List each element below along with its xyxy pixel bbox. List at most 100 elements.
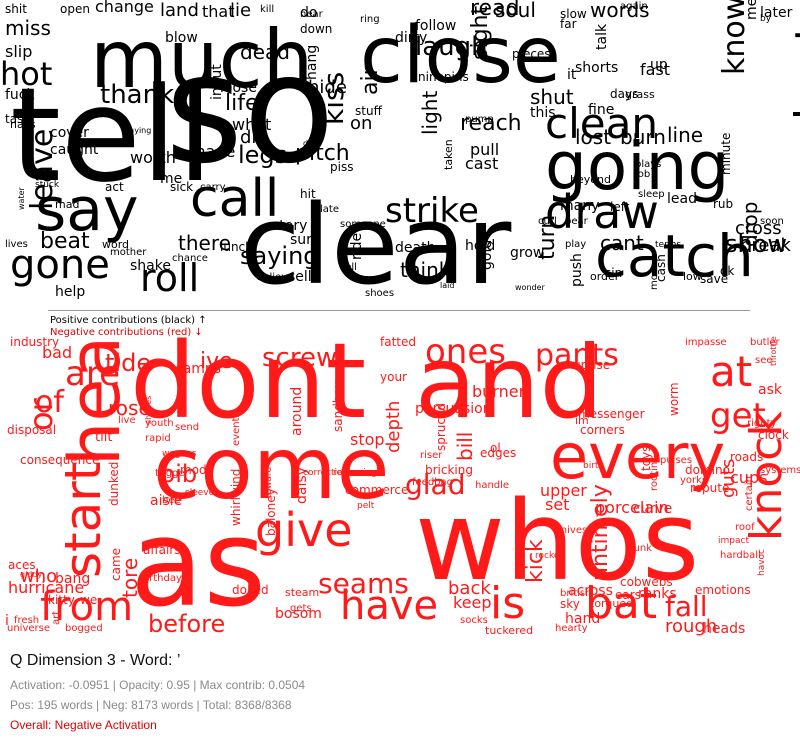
negative-word: bricking — [425, 463, 473, 477]
positive-word: near — [300, 9, 323, 20]
negative-word: we — [80, 593, 98, 607]
negative-word: ranks — [638, 586, 677, 602]
positive-word: ring — [360, 14, 380, 25]
negative-word: riser — [420, 450, 443, 461]
negative-word: pants — [535, 338, 619, 373]
negative-word: havoc — [757, 549, 767, 576]
positive-word: task — [5, 112, 31, 126]
positive-word: up — [650, 57, 668, 73]
positive-word: slip — [5, 42, 33, 61]
negative-word: camps — [175, 361, 222, 377]
positive-word: shit — [5, 2, 27, 16]
negative-word: i — [5, 613, 9, 629]
negative-word: industry — [10, 336, 60, 349]
negative-word: set — [545, 495, 570, 514]
negative-word: rocker — [535, 551, 564, 561]
positive-word: that — [202, 2, 235, 21]
negative-word: giddy — [20, 570, 43, 579]
negative-word: aisle — [150, 493, 183, 509]
positive-word: minute — [719, 132, 733, 175]
positive-word: break — [740, 235, 791, 256]
positive-legend: Positive contributions (black) ↑ — [50, 315, 207, 326]
negative-word: clock — [758, 428, 789, 442]
positive-word: so — [165, 23, 335, 197]
positive-word: shake — [130, 258, 171, 274]
negative-word: rose — [108, 396, 151, 420]
negative-word: cups — [730, 468, 768, 487]
positive-word: date — [303, 139, 322, 148]
negative-word: righty — [747, 418, 777, 429]
positive-word: terms — [655, 240, 682, 250]
negative-word: mod — [180, 463, 207, 477]
positive-word: low — [683, 270, 702, 283]
positive-word: laid — [440, 281, 455, 290]
positive-word: beyond — [570, 173, 611, 186]
positive-word: thanks — [100, 80, 188, 110]
negative-word: pelt — [357, 501, 375, 511]
negative-word: stop — [350, 430, 385, 449]
positive-word: inout — [209, 64, 225, 100]
negative-word: from — [40, 584, 134, 630]
negative-word: gets — [290, 603, 312, 614]
positive-word: gold — [479, 239, 495, 270]
negative-word: fresh — [14, 615, 40, 626]
negative-word: heads — [703, 621, 746, 637]
negative-word: edges — [480, 446, 517, 460]
positive-word: open — [60, 2, 90, 16]
positive-word: sin — [605, 266, 623, 280]
negative-word: ask — [758, 382, 782, 398]
positive-word: me — [160, 171, 183, 187]
positive-word: ride — [349, 232, 365, 260]
positive-word: bust — [786, 24, 800, 120]
negative-word: disposal — [7, 423, 57, 437]
negative-word: rootin — [649, 461, 660, 491]
negative-word: burner — [472, 382, 526, 401]
positive-word: do — [300, 5, 318, 21]
positive-word: word — [102, 238, 130, 251]
negative-word: youth — [145, 418, 174, 429]
negative-word: art — [51, 610, 62, 625]
positive-word: pull — [470, 140, 500, 159]
positive-word: stuff — [355, 104, 382, 118]
positive-word: playing — [122, 126, 152, 135]
negative-word: roof — [735, 522, 755, 533]
word-counts: Pos: 195 words | Neg: 8173 words | Total… — [10, 698, 292, 712]
positive-word: lost — [575, 125, 612, 149]
negative-word: upper — [540, 481, 587, 500]
positive-word-cloud: so tell clear much close going say catch call gon… — [0, 0, 800, 300]
negative-word: give — [255, 503, 353, 557]
positive-word: taken — [442, 139, 455, 170]
negative-word: persuasion — [415, 401, 492, 417]
negative-word: shapes — [144, 395, 153, 424]
positive-word: hit — [300, 187, 316, 201]
positive-word: caught — [50, 142, 99, 158]
negative-word: whirlwind — [229, 468, 243, 526]
positive-word: hold — [465, 238, 496, 254]
positive-word: act — [105, 180, 124, 194]
positive-word: change — [95, 0, 154, 16]
negative-word: glad — [405, 468, 466, 501]
positive-word: stuck — [35, 180, 60, 190]
negative-word: fall — [665, 590, 708, 623]
negative-word: send — [175, 422, 200, 433]
positive-word: sight — [468, 5, 493, 60]
negative-word: who — [20, 566, 58, 587]
positive-word: hang — [304, 44, 320, 80]
negative-word: have — [340, 583, 439, 629]
positive-word: lead — [667, 191, 697, 207]
positive-word: piss — [330, 160, 354, 174]
positive-word: roll — [140, 256, 200, 300]
negative-word: throttle — [769, 336, 778, 366]
positive-word: show — [725, 230, 788, 258]
negative-word: depth — [383, 400, 404, 453]
positive-word: wonder — [515, 283, 545, 292]
positive-word: there — [178, 231, 231, 255]
negative-word: aces — [8, 558, 36, 572]
negative-word: pulses — [660, 455, 693, 466]
negative-word: bib — [160, 460, 198, 488]
positive-word: draw — [545, 185, 659, 239]
positive-word: legs — [238, 141, 288, 169]
positive-word: lie — [230, 0, 252, 21]
positive-word: sell — [340, 262, 357, 273]
positive-word: days — [610, 87, 639, 101]
